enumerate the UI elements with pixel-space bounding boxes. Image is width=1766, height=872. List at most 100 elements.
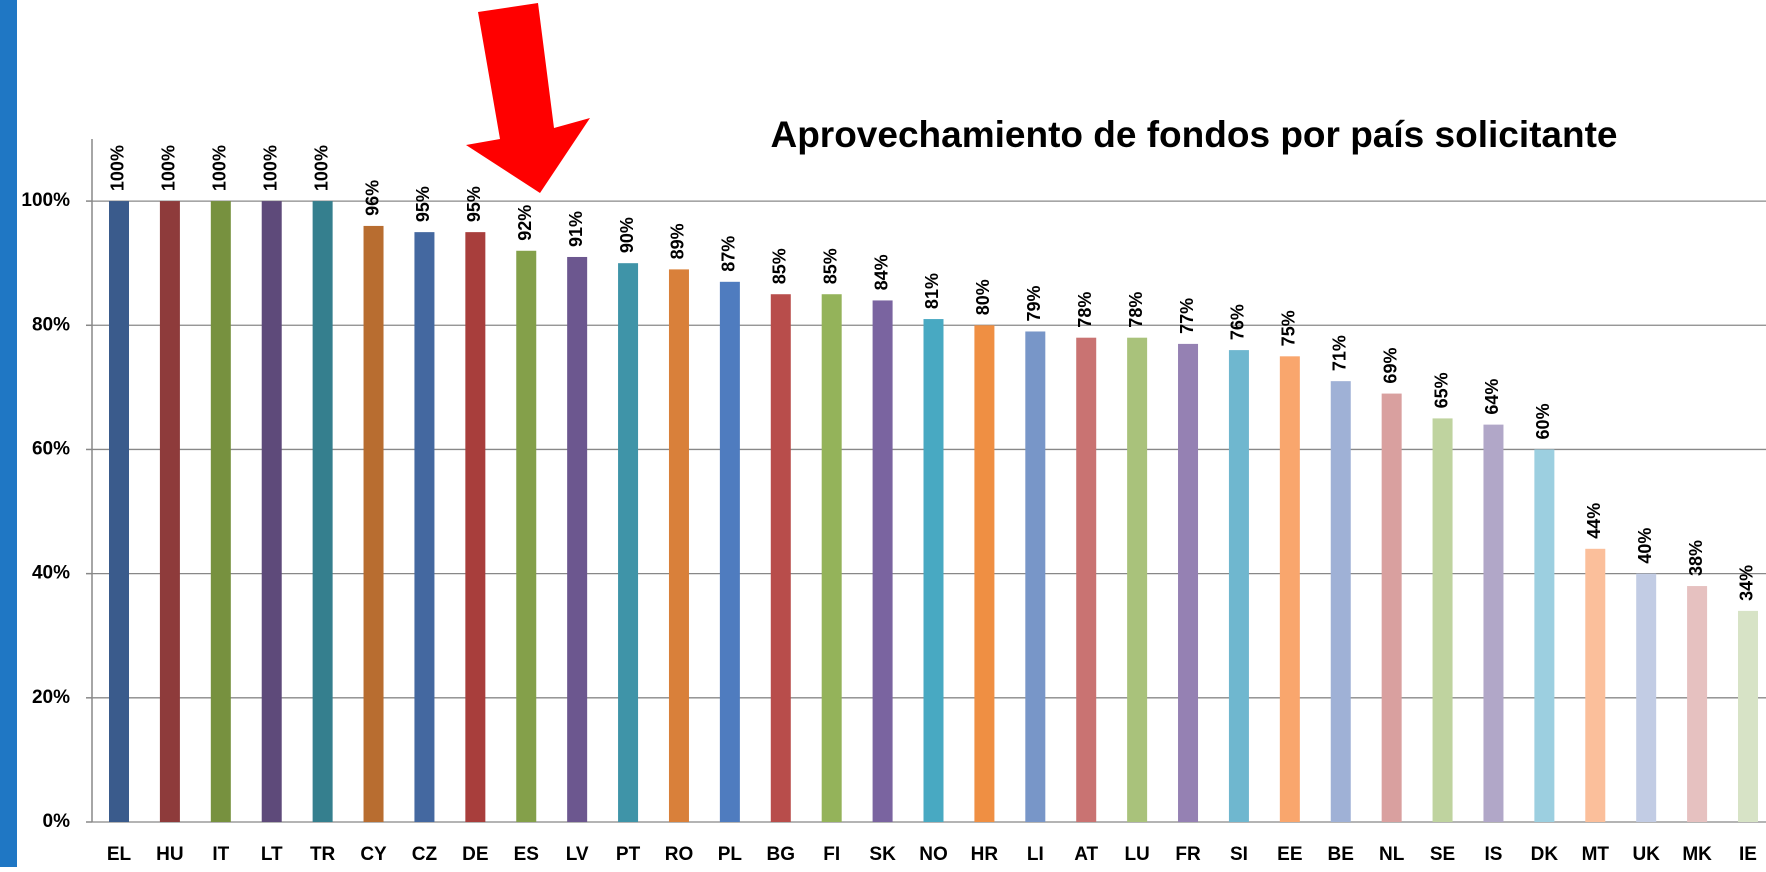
x-tick-label: DE [462,844,488,865]
x-tick-label: PL [718,844,743,865]
bar [109,201,129,822]
x-tick-label: LV [566,844,589,865]
value-label: 64% [1482,379,1502,415]
value-label: 95% [464,186,484,222]
y-tick-label: 100% [21,190,70,211]
value-label: 100% [210,145,230,191]
bar [1330,381,1351,822]
bar [465,232,486,823]
x-tick-label: DK [1531,844,1559,865]
x-tick-label: LU [1124,844,1149,865]
chart-title: Aprovechamiento de fondos por país solic… [770,114,1617,155]
x-tick-label: UK [1632,844,1660,865]
bar [1687,586,1708,822]
bar [1127,337,1148,822]
bar [1585,548,1606,822]
y-tick-label: 20% [32,687,70,708]
bar [1178,343,1199,822]
bar [312,201,333,822]
bar [974,325,995,822]
value-label: 44% [1584,503,1604,539]
value-label: 85% [820,248,840,284]
value-label: 65% [1431,372,1451,408]
y-tick-label: 40% [32,563,70,584]
bar [567,256,588,822]
bar [668,269,689,823]
x-tick-label: HR [971,844,999,865]
x-tick-label: IS [1484,844,1502,865]
bar [618,263,639,822]
x-tick-label: ES [514,844,539,865]
bar [1636,573,1657,822]
value-label: 69% [1380,348,1400,384]
value-label: 81% [922,273,942,309]
bar [1279,356,1300,822]
bar [261,201,282,822]
value-label: 75% [1279,310,1299,346]
value-label: 91% [566,211,586,247]
bar [1076,337,1097,822]
value-label: 34% [1737,565,1757,601]
x-tick-label: SE [1430,844,1455,865]
x-tick-label: LT [261,844,283,865]
value-label: 90% [617,217,637,253]
bar [1738,610,1758,822]
bar [1228,350,1249,822]
y-tick-label: 60% [32,438,70,459]
y-tick-label: 80% [32,314,70,335]
value-label: 96% [362,180,382,216]
bar [1483,424,1504,822]
value-label: 77% [1177,298,1197,334]
x-tick-label: IE [1739,844,1757,865]
x-tick-label: SK [869,844,896,865]
bar [872,300,893,822]
x-tick-label: HU [156,844,183,865]
value-label: 79% [1024,285,1044,321]
bar [414,232,435,823]
value-label: 87% [719,236,739,272]
x-tick-label: FR [1175,844,1201,865]
x-tick-label: PT [616,844,641,865]
value-label: 76% [1228,304,1248,340]
x-tick-label: RO [665,844,694,865]
x-tick-label: MK [1682,844,1712,865]
value-label: 78% [1126,292,1146,328]
value-label: 80% [973,279,993,315]
x-tick-label: LI [1027,844,1044,865]
x-tick-label: NL [1379,844,1405,865]
x-tick-label: MT [1582,844,1610,865]
x-tick-label: CZ [412,844,438,865]
bar [1025,331,1046,822]
value-label: 95% [413,186,433,222]
value-label: 100% [108,145,128,191]
bar [1381,393,1402,822]
x-tick-label: FI [823,844,840,865]
value-label: 100% [260,145,280,191]
x-tick-label: TR [310,844,336,865]
value-label: 100% [159,145,179,191]
x-tick-label: IT [212,844,229,865]
bar [1534,449,1555,822]
bar [159,201,180,822]
value-label: 84% [871,254,891,290]
x-tick-label: SI [1230,844,1248,865]
x-tick-label: AT [1074,844,1098,865]
bar [1432,418,1453,822]
value-label: 60% [1533,403,1553,439]
side-strip [0,0,17,867]
value-label: 78% [1075,292,1095,328]
value-label: 100% [311,145,331,191]
value-label: 89% [668,223,688,259]
y-tick-label: 0% [43,811,71,832]
x-tick-label: CY [360,844,387,865]
bar [923,319,944,822]
value-label: 85% [770,248,790,284]
bar [719,281,740,822]
value-label: 38% [1686,540,1706,576]
bar [516,250,537,822]
value-label: 71% [1330,335,1350,371]
value-label: 92% [515,205,535,241]
x-tick-label: BG [767,844,796,865]
bar [821,294,842,822]
